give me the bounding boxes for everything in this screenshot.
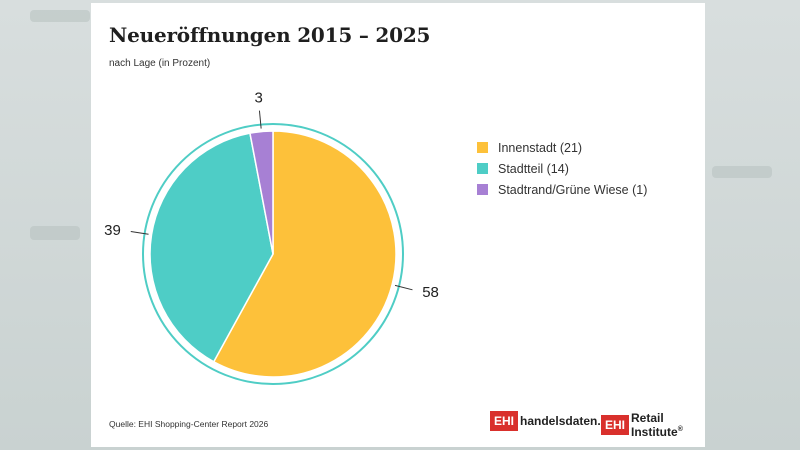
pie-value-label-2: 3 — [255, 90, 263, 107]
retail-institute-logo: EHI Retail Institute® — [601, 411, 705, 439]
pie-value-label-0: 58 — [422, 284, 439, 301]
chart-card: Neueröffnungen 2015 – 2025 nach Lage (in… — [91, 3, 705, 447]
legend-swatch — [477, 142, 488, 153]
pie-chart: 58 39 3 — [104, 90, 439, 385]
pie-slices — [149, 130, 397, 378]
pie-leader-line-2 — [258, 110, 262, 129]
chart-title: Neueröffnungen 2015 – 2025 — [109, 23, 431, 47]
pie-leader-line-1 — [130, 230, 149, 235]
legend-item-stadtteil: Stadtteil (14) — [477, 158, 647, 179]
legend-label: Stadtrand/Grüne Wiese (1) — [498, 182, 648, 197]
legend-item-innenstadt: Innenstadt (21) — [477, 137, 647, 158]
pie-leader-line-0 — [394, 284, 413, 291]
pie-slice-2 — [249, 130, 274, 255]
logo-text-main: Retail Institute — [631, 411, 678, 439]
legend-item-stadtrand: Stadtrand/Grüne Wiese (1) — [477, 179, 647, 200]
legend-label: Stadtteil (14) — [498, 161, 569, 176]
pie-outer-ring — [142, 123, 404, 385]
logo-text: handelsdaten.de — [520, 414, 615, 428]
pie-labels: 58 39 3 — [104, 90, 439, 301]
blurred-background-text — [712, 166, 772, 178]
legend-label: Innenstadt (21) — [498, 140, 583, 155]
logo-text: Retail Institute® — [631, 411, 705, 439]
chart-legend: Innenstadt (21) Stadtteil (14) Stadtrand… — [477, 137, 647, 200]
pie-slice-1 — [149, 132, 274, 363]
source-note: Quelle: EHI Shopping-Center Report 2026 — [109, 419, 269, 429]
blurred-background-text — [30, 10, 90, 22]
registered-mark: ® — [677, 426, 683, 433]
blurred-background-text — [30, 226, 80, 240]
logo-mark: EHI — [601, 415, 630, 435]
legend-swatch — [477, 184, 488, 195]
logo-mark: EHI — [490, 411, 519, 431]
pie-slice-0 — [212, 130, 397, 378]
pie-value-label-1: 39 — [104, 222, 121, 239]
pie-leader-lines — [130, 110, 413, 291]
chart-subtitle: nach Lage (in Prozent) — [109, 58, 211, 69]
handelsdaten-logo: EHI handelsdaten.de — [490, 411, 615, 431]
legend-swatch — [477, 163, 488, 174]
